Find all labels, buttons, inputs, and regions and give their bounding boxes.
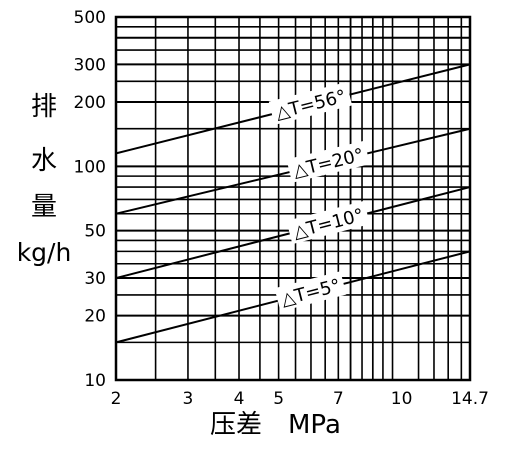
y-tick-label: 30 [84,269,106,289]
x-axis-label: 压差 MPa [210,410,341,440]
plot-frame [114,15,472,382]
y-tick-label: 50 [84,222,106,242]
series-label-bg [274,271,347,312]
x-tick-label: 2 [111,389,122,409]
tick-labels: 10 20 30 50 100 200 300 500 2 3 4 5 7 10 14.7 [74,8,489,409]
y-axis-label-char-2: 水 [30,146,57,176]
y-axis-label-char-1: 排 [30,92,57,122]
y-tick-label: 10 [84,371,106,391]
x-tick-label: 4 [234,389,245,409]
series-label-bg [268,82,353,125]
y-axis-label-unit: kg/h [16,238,72,267]
y-tick-label: 100 [74,157,106,177]
grid [116,17,470,380]
y-tick-label: 500 [74,8,106,28]
y-tick-label: 200 [74,93,106,113]
x-tick-label: 5 [273,389,284,409]
x-tick-label: 14.7 [451,389,489,409]
x-tick-label: 7 [333,389,344,409]
series-label-bg [286,200,370,245]
x-tick-label: 3 [183,389,194,409]
series-label-group: △T=10° [286,200,370,245]
y-tick-label: 20 [84,307,106,327]
y-tick-label: 300 [74,55,106,75]
series-label-bg [286,140,370,183]
series-lines: △T=56°△T=20°△T=10°△T=5° [115,63,471,344]
y-axis-label-char-3: 量 [30,192,57,222]
x-tick-label: 10 [391,389,413,409]
